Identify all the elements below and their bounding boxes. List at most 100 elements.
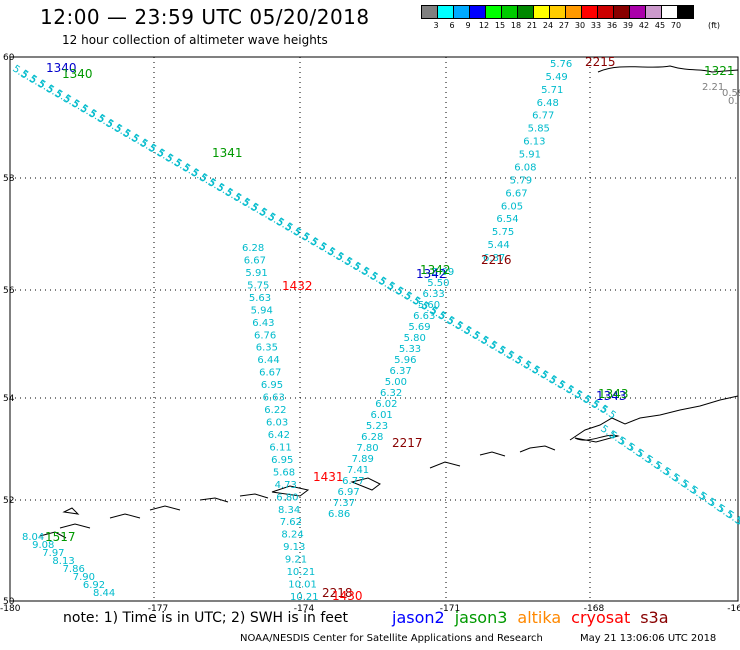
legend-tick-label: 39 (622, 21, 634, 30)
wave-height-value: 5.99 (432, 267, 454, 278)
wave-height-value: 7.90 (73, 572, 95, 583)
wave-height-value: 5.69 (408, 322, 430, 333)
pass-id-label: 1340 (62, 67, 93, 81)
pass-id-label: 1341 (212, 146, 243, 160)
lon-tick-label: -16 (727, 604, 740, 614)
lat-tick-label: 52 (3, 496, 14, 506)
lat-tick-label: 50 (3, 597, 15, 607)
wave-height-value: 7.86 (63, 564, 85, 575)
wave-height-value: 5.68 (273, 467, 295, 478)
wave-height-value: 6.01 (371, 410, 393, 421)
wave-height-value: 6.92 (83, 580, 105, 591)
wave-height-value: 7.62 (280, 517, 302, 528)
wave-height-value: 6.63 (263, 393, 285, 404)
wave-height-value: 6.28 (361, 432, 383, 443)
wave-height-value: 5.00 (385, 377, 407, 388)
lat-tick-label: 60 (3, 53, 15, 63)
coastline-segment (199, 497, 229, 503)
page-title: 12:00 — 23:59 UTC 05/20/2018 (40, 5, 370, 29)
coastline-segment (569, 395, 739, 441)
wave-height-value: 6.63 (413, 311, 435, 322)
pass-id-label: 1343 (598, 387, 629, 401)
wave-height-value: 7.89 (352, 454, 374, 465)
map-frame (9, 56, 739, 602)
dense-track-mark: 5.5 (733, 515, 740, 533)
legend-tick-label: 70 (670, 21, 682, 30)
wave-height-value: 6.86 (328, 509, 350, 520)
coastline-segment (109, 513, 141, 519)
footnote: note: 1) Time is in UTC; 2) SWH is in fe… (63, 610, 349, 626)
pass-id-label: 1517 (45, 530, 76, 544)
wave-height-value: 6.05 (501, 201, 523, 212)
wave-height-value: 6.95 (271, 455, 293, 466)
coastline-segment (59, 523, 91, 529)
pass-id-label: 1432 (282, 279, 313, 293)
legend-tick-label: 18 (510, 21, 522, 30)
legend-tick-label: 24 (542, 21, 554, 30)
legend-tick-label: 42 (638, 21, 650, 30)
wave-height-value: 5.71 (541, 85, 563, 96)
pass-id-label: 2216 (481, 253, 512, 267)
lat-tick-label: 54 (3, 394, 15, 404)
wave-height-value: 6.77 (342, 476, 364, 487)
wave-height-value: 6.80 (276, 492, 298, 503)
pass-id-label: 2217 (392, 436, 423, 450)
mission-legend: jason2 jason3 altika cryosat s3a (392, 608, 679, 627)
wave-height-value: 6.43 (252, 318, 274, 329)
legend-swatch (677, 5, 694, 19)
wave-height-value: 6.97 (337, 487, 359, 498)
legend-tick-label: 6 (449, 21, 455, 30)
color-legend: (ft) 3 6 9 12 15 18 21 24 27 30 33 36 39 42 45 70 (421, 5, 740, 33)
coastline-segment (574, 434, 620, 443)
coastline-segment (350, 477, 381, 491)
pass-id-label: 1343 (596, 389, 627, 403)
coastline-segment (519, 445, 556, 453)
legend-tick-label: 36 (606, 21, 618, 30)
pass-id-label: 1342 (420, 263, 451, 277)
wave-height-value: 7.37 (333, 498, 355, 509)
pass-id-label: 1430 (332, 589, 363, 603)
map-axes: 60 58 56 54 52 50-180 -177 -174 -171 -168 -16 (0, 53, 740, 614)
coastline-segment (39, 531, 67, 539)
wave-height-value: 6.22 (264, 405, 286, 416)
wave-height-value: 8.44 (93, 588, 115, 599)
lon-tick-label: -180 (0, 604, 21, 614)
wave-height-value: 5.91 (245, 268, 267, 279)
coastline-segment (62, 507, 80, 515)
wave-height-value: 6.13 (523, 137, 545, 148)
wave-height-value: 8.24 (281, 530, 303, 541)
wave-height-value: 5.49 (546, 72, 568, 83)
lon-tick-label: -177 (148, 604, 168, 614)
legend-tick-label: 27 (558, 21, 570, 30)
wave-height-value: 6.67 (259, 368, 281, 379)
wave-height-value: 5.60 (418, 300, 440, 311)
lat-tick-label: 58 (3, 174, 15, 184)
pass-id-label: 1431 (313, 470, 344, 484)
wave-height-value: 6.02 (375, 399, 397, 410)
legend-tick-label: 21 (526, 21, 538, 30)
wave-height-value: 6.03 (266, 418, 288, 429)
lon-tick-label: -174 (294, 604, 315, 614)
generated-timestamp: May 21 13:06:06 UTC 2018 (580, 633, 717, 644)
legend-unit: (ft) (707, 21, 721, 30)
mission-name: altika (517, 608, 562, 627)
pass-id-label: 1321 (704, 64, 735, 78)
legend-tick-label: 3 (433, 21, 439, 30)
mission-name: s3a (640, 608, 669, 627)
legend-tick-label: 33 (590, 21, 602, 30)
wave-height-value: 8.34 (278, 505, 300, 516)
pass-labels: 1340134013411342134213431343132122152216… (45, 55, 735, 603)
edge-value: 0.59 (722, 88, 740, 99)
legend-tick-label: 45 (654, 21, 666, 30)
wave-height-value: 5.75 (492, 227, 514, 238)
wave-height-value: 9.08 (32, 540, 54, 551)
pass-id-label: 1340 (46, 61, 77, 75)
wave-height-value: 6.67 (505, 188, 527, 199)
wave-height-value: 6.67 (244, 255, 266, 266)
wave-height-value: 5.50 (427, 278, 449, 289)
wave-height-value: 7.97 (42, 548, 64, 559)
wave-height-value: 5.63 (249, 293, 271, 304)
wave-height-value: 9.13 (283, 542, 305, 553)
pass-id-label: 2218 (322, 586, 353, 600)
